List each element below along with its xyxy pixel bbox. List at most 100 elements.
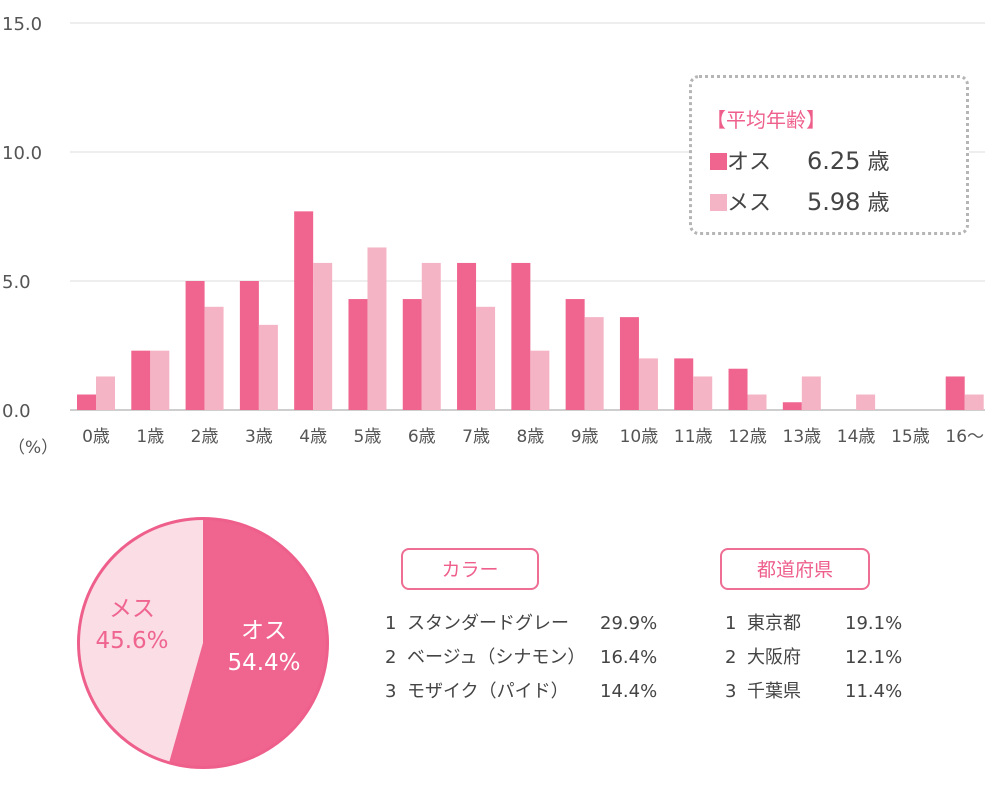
rank-number: 3 [385,681,397,702]
x-tick-label: 1歳 [136,427,164,447]
female-swatch [710,194,727,211]
bar-male [294,211,314,410]
bar-male [782,402,802,410]
x-tick-label: 8歳 [516,427,544,447]
color-ranking-list: 1 スタンダードグレー 29.9% 2 ベージュ（シナモン） 16.4% 3 モザイク（パ… [385,607,657,709]
male-avg-unit: 歳 [867,150,890,175]
rank-pct: 12.1% [845,647,903,668]
color-ranking-row: 3 モザイク（パイド） 14.4% [385,675,657,709]
bar-female [801,376,821,410]
bar-female [530,350,550,410]
average-age-box: 【平均年齢】 オス 6.25 歳 メス 5.98 歳 [689,75,969,235]
bar-female [204,306,224,410]
bar-female [584,317,604,410]
x-tick-label: 15歳 [891,427,930,447]
rank-number: 2 [725,647,737,668]
x-tick-label: 2歳 [191,427,219,447]
pie-slice-male [169,520,326,766]
x-tick-label: 4歳 [299,427,327,447]
bar-female [964,394,984,410]
rank-name: ベージュ（シナモン） [407,647,586,668]
bar-male [674,358,694,410]
bar-female [476,306,496,410]
female-avg-unit: 歳 [867,191,890,216]
bar-female [96,376,115,410]
pie-label-female-name: メス [109,596,155,622]
y-tick-label: 10.0 [2,143,42,164]
rank-name: 千葉県 [747,681,801,702]
age-bar-chart: 0.0 5.0 10.0 15.0 0歳 1歳 2歳 3歳 4歳 5歳 6歳 7歳 8歳 9歳 10歳 11… [2,14,985,458]
unit-label: （%） [8,438,58,458]
prefecture-ranking-row: 2 大阪府 12.1% [725,641,902,675]
y-tick-label: 0.0 [2,401,31,422]
color-ranking-title: カラー [401,548,539,590]
prefecture-ranking-row: 3 千葉県 11.4% [725,675,902,709]
x-tick-label: 9歳 [571,427,599,447]
prefecture-ranking-list: 1 東京都 19.1% 2 大阪府 12.1% 3 千葉県 11.4% [725,607,902,709]
x-tick-label: 11歳 [674,427,713,447]
bar-female [367,247,387,410]
bar-female [693,376,713,410]
pie-slice-female [80,520,203,762]
bar-male [402,299,422,410]
female-label: メス [727,191,772,216]
y-tick-label: 15.0 [2,14,42,35]
bar-female [638,358,658,410]
x-tick-label: 6歳 [408,427,436,447]
bar-female [421,262,441,410]
color-ranking-row: 2 ベージュ（シナモン） 16.4% [385,641,657,675]
female-avg-value: 5.98 [807,188,861,216]
rank-number: 2 [385,647,397,668]
bar-female [150,350,170,410]
bar-female [313,262,333,410]
rank-pct: 19.1% [845,613,903,634]
x-tick-label: 3歳 [245,427,273,447]
sex-pie-chart: オス 54.4% メス 45.6% [77,517,329,769]
male-swatch [710,153,727,170]
rank-pct: 14.4% [600,681,658,702]
bar-female [747,394,767,410]
average-age-title: 【平均年齢】 [706,108,826,132]
x-tick-label: 16〜 [945,427,984,447]
average-age-row-male: オス 6.25 歳 [710,144,889,176]
bar-female [258,324,278,410]
rank-pct: 11.4% [845,681,903,702]
bar-male [185,281,205,410]
y-tick-label: 5.0 [2,272,31,293]
x-tick-label: 5歳 [354,427,382,447]
bar-male [511,262,531,410]
color-ranking-row: 1 スタンダードグレー 29.9% [385,607,657,641]
bar-male [131,350,151,410]
rank-pct: 29.9% [600,613,658,634]
male-label: オス [727,150,772,175]
average-age-row-female: メス 5.98 歳 [710,185,889,217]
x-tick-label: 0歳 [82,427,110,447]
x-tick-label: 10歳 [620,427,659,447]
x-tick-label: 7歳 [462,427,490,447]
bar-male [348,299,368,410]
bar-male [565,299,585,410]
x-tick-label: 14歳 [837,427,876,447]
rank-number: 3 [725,681,737,702]
prefecture-ranking-row: 1 東京都 19.1% [725,607,902,641]
x-tick-label: 12歳 [728,427,767,447]
rank-name: 東京都 [747,613,801,634]
bar-male [945,376,965,410]
rank-name: モザイク（パイド） [407,681,569,702]
bar-male [728,368,748,410]
rank-number: 1 [385,613,397,634]
bar-male [457,262,477,410]
rank-pct: 16.4% [600,647,658,668]
pie-label-male-pct: 54.4% [227,650,300,676]
prefecture-ranking-title: 都道府県 [720,548,870,590]
pie-label-male-name: オス [241,618,287,644]
rank-name: 大阪府 [747,647,801,668]
male-avg-value: 6.25 [807,147,861,175]
bar-female [856,394,876,410]
rank-name: スタンダードグレー [407,613,569,634]
pie-label-female-pct: 45.6% [95,628,168,654]
rank-number: 1 [725,613,737,634]
x-tick-label: 13歳 [783,427,822,447]
bar-male [619,317,639,410]
bar-male [77,394,96,410]
